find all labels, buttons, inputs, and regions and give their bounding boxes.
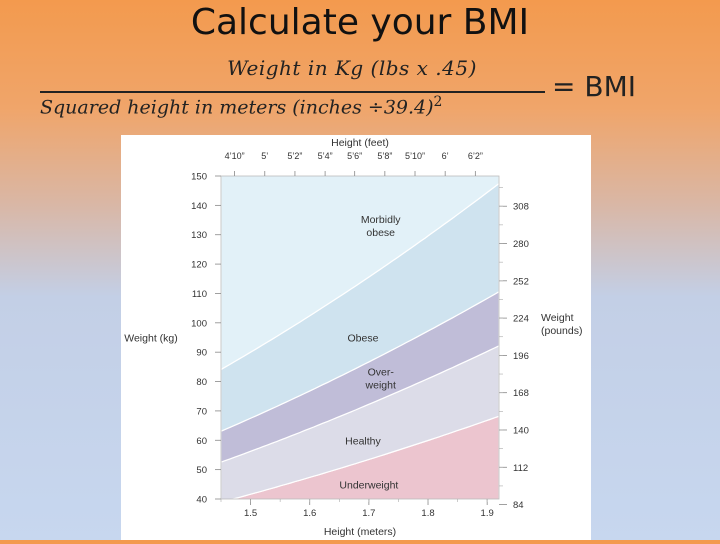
region-morbidly	[221, 176, 499, 371]
y-tick-label: 100	[191, 318, 207, 329]
y-right-tick-label: 112	[513, 463, 528, 474]
y-axis-title: Weight (kg)	[124, 333, 178, 345]
x-tick-label: 1.8	[421, 508, 434, 519]
formula-result: = BMI	[552, 70, 636, 103]
bmi-chart-panel: Underweight Healthy Over-weight Obese Morbid…	[121, 135, 591, 540]
y-right-tick-label: 168	[513, 388, 529, 399]
y-tick-label: 80	[196, 377, 207, 388]
bmi-formula: Weight in Kg (lbs x .45) Squared height …	[40, 56, 720, 126]
y-tick-label: 140	[191, 201, 207, 212]
bmi-chart: Underweight Healthy Over-weight Obese Morbid…	[124, 137, 582, 538]
x-tick-label: 1.9	[481, 508, 494, 519]
region-label-over-2: weight	[365, 380, 396, 392]
y-tick-label: 70	[196, 406, 207, 417]
region-label-over: Over-	[368, 367, 395, 379]
y-right-tick-label: 308	[513, 202, 529, 213]
x-tick-label: 1.7	[362, 508, 375, 519]
x-tick-label: 1.5	[244, 508, 257, 519]
x-top-tick-label: 5’2”	[287, 151, 302, 161]
region-label-healthy: Healthy	[345, 435, 381, 447]
y-tick-label: 40	[196, 495, 207, 506]
y-tick-label: 90	[196, 348, 207, 359]
plot-frame	[220, 175, 500, 500]
y-tick-label: 150	[191, 172, 207, 183]
region-label-morbidly-2: obese	[366, 227, 395, 239]
formula-denominator-text: Squared height in meters (inches ÷39.4)	[40, 96, 434, 119]
y-tick-label: 130	[191, 230, 207, 241]
region-label-obese: Obese	[347, 333, 378, 345]
slide-title: Calculate your BMI	[190, 2, 530, 43]
x-top-axis-title: Height (feet)	[331, 137, 389, 149]
x-top-tick-label: 6’2”	[468, 151, 483, 161]
y-right-tick-label: 140	[513, 425, 529, 436]
x-top-tick-label: 6’	[442, 151, 449, 161]
formula-numerator: Weight in Kg (lbs x .45)	[227, 56, 477, 80]
y-right-tick-label: 196	[513, 351, 529, 362]
y-tick-label: 110	[192, 289, 207, 300]
y-tick-label: 60	[196, 436, 207, 447]
fraction-bar	[40, 91, 545, 93]
x-top-tick-label: 4’10”	[225, 151, 245, 161]
y-right-tick-label: 224	[513, 314, 529, 325]
y-right-tick-label: 252	[513, 276, 529, 287]
x-tick-label: 1.6	[303, 508, 316, 519]
x-top-tick-label: 5’4”	[318, 151, 333, 161]
formula-denominator: Squared height in meters (inches ÷39.4)2	[40, 94, 545, 118]
region-label-underweight: Underweight	[339, 479, 398, 491]
x-axis-title: Height (meters)	[324, 526, 396, 538]
y-right-axis-title-units: (pounds)	[541, 325, 582, 337]
y-right-axis-title: Weight	[541, 312, 574, 324]
y-right-tick-label: 280	[513, 239, 529, 250]
x-top-tick-label: 5’6”	[347, 151, 362, 161]
x-top-tick-label: 5’10”	[405, 151, 425, 161]
formula-exponent: 2	[433, 94, 443, 110]
y-tick-label: 50	[196, 465, 207, 476]
x-top-tick-label: 5’	[261, 151, 268, 161]
y-tick-label: 120	[191, 260, 207, 271]
x-top-tick-label: 5’8”	[377, 151, 392, 161]
region-label-morbidly: Morbidly	[361, 214, 401, 226]
y-right-tick-label: 84	[513, 500, 524, 511]
